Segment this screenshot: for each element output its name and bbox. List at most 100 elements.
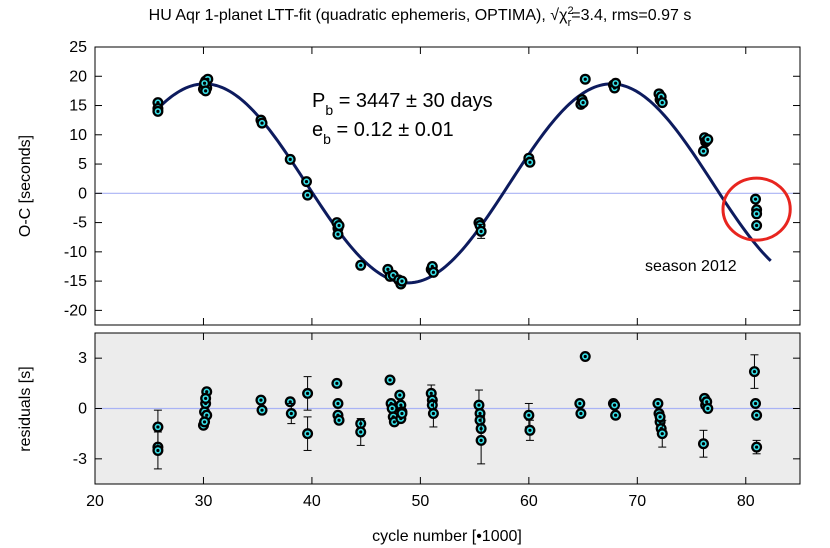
oc-point-center (156, 109, 160, 113)
residual-point-center (614, 413, 618, 417)
residual-point-center (156, 448, 160, 453)
residual-point-center (579, 411, 583, 416)
residual-point-center (289, 411, 293, 416)
oc-point-center (614, 81, 618, 85)
oc-plot-area (94, 46, 801, 326)
residuals-y-tick-label: -3 (73, 451, 87, 468)
oc-y-axis-label: O-C [seconds] (17, 135, 34, 237)
residual-point-center (400, 411, 404, 416)
residuals-y-axis-label: residuals [s] (17, 366, 34, 451)
oc-y-tick-label: 15 (69, 98, 87, 115)
oc-point-center (304, 180, 309, 184)
residual-point-center (755, 445, 759, 449)
residual-point-center (337, 418, 341, 422)
oc-y-tick-label: 10 (69, 127, 87, 144)
oc-point-center (755, 212, 759, 216)
oc-point-center (583, 77, 587, 81)
oc-point-center (755, 223, 759, 228)
oc-panel: -20 -15 -10 -5 0 5 10 15 20 25 O-C [seconds] Pb =… (17, 39, 801, 326)
oc-point-center (479, 229, 483, 233)
residual-point-center (755, 413, 759, 417)
oc-tick-group: -20 -15 -10 -5 0 5 10 15 20 25 (64, 39, 800, 325)
oc-point-center (305, 193, 310, 197)
season-annotation: season 2012 (645, 258, 737, 275)
oc-point-center (581, 101, 585, 105)
residual-point-center (752, 369, 757, 374)
oc-point-center (260, 121, 264, 125)
residual-point-center (528, 428, 532, 432)
residual-point-center (205, 390, 209, 394)
oc-point-center (391, 273, 395, 277)
residual-point-center (429, 391, 433, 395)
x-tick-label: 20 (86, 493, 104, 510)
residual-point-center (204, 396, 208, 401)
residual-point-center (612, 403, 617, 407)
oc-point-center (753, 197, 758, 201)
residual-point-center (578, 401, 582, 406)
x-tick-label: 30 (195, 493, 213, 510)
oc-model-curve-group (153, 82, 772, 285)
oc-point-center (386, 267, 390, 271)
residual-point-center (260, 408, 264, 412)
oc-point-center (400, 279, 404, 283)
oc-point-center (528, 160, 532, 164)
oc-y-tick-label: 0 (78, 185, 87, 202)
residuals-tick-group: -3 0 3 20 30 40 50 60 70 80 (73, 333, 800, 510)
residual-point-center (398, 393, 402, 397)
oc-y-tick-label: -15 (64, 273, 87, 290)
oc-point-center (336, 232, 340, 236)
residual-point-center (202, 420, 207, 424)
residual-point-center (390, 406, 394, 411)
oc-model-curve (153, 82, 772, 285)
residual-point-center (656, 401, 660, 406)
oc-point-center (431, 270, 435, 274)
x-tick-label: 50 (411, 493, 429, 510)
residual-point-center (660, 432, 664, 436)
residual-point-center (431, 411, 435, 416)
oc-y-tick-label: -20 (64, 302, 87, 319)
residual-point-center (701, 442, 706, 446)
residual-point-center (259, 398, 263, 402)
residual-point-center (388, 378, 392, 382)
oc-point-center (706, 137, 710, 142)
residual-point-center (527, 413, 531, 417)
oc-y-tick-label: -10 (64, 244, 87, 261)
residual-point-center (753, 401, 758, 406)
residual-point-center (392, 420, 396, 424)
residual-point-center (336, 401, 340, 406)
season-2012-highlight-circle (721, 176, 792, 242)
residual-point-center (359, 430, 363, 434)
eccentricity-annotation: eb = 0.12 ± 0.01 (312, 119, 454, 147)
residuals-panel: -3 0 3 20 30 40 50 60 70 80 residuals [s] (17, 332, 801, 510)
oc-point-center (701, 149, 706, 153)
residual-point-center (478, 411, 482, 416)
residual-point-center (399, 403, 403, 407)
residual-point-center (205, 413, 209, 417)
residual-point-center (583, 354, 587, 359)
oc-point-center (359, 263, 363, 267)
x-tick-label: 40 (303, 493, 321, 510)
oc-y-tick-label: 25 (69, 39, 87, 56)
oc-y-tick-label: 20 (69, 68, 87, 85)
oc-annotation-group (721, 176, 792, 242)
oc-point-center (288, 157, 292, 161)
residual-point-center (479, 438, 483, 442)
period-annotation: Pb = 3447 ± 30 days (312, 90, 493, 118)
residuals-points-group (152, 350, 763, 470)
x-axis-label: cycle number [•1000] (372, 528, 522, 545)
residual-point-center (705, 400, 709, 404)
residual-point-center (288, 400, 292, 404)
residual-point-center (305, 391, 310, 395)
residuals-y-tick-label: 3 (78, 350, 87, 367)
x-tick-label: 60 (520, 493, 538, 510)
oc-point-center (202, 81, 207, 85)
residual-point-center (706, 406, 710, 411)
residual-point-center (156, 425, 160, 429)
x-tick-label: 80 (737, 493, 755, 510)
oc-points-group (152, 73, 763, 290)
x-tick-label: 70 (628, 493, 646, 510)
oc-point-center (337, 223, 341, 228)
residuals-y-tick-label: 0 (78, 401, 87, 418)
residual-point-center (477, 403, 481, 407)
